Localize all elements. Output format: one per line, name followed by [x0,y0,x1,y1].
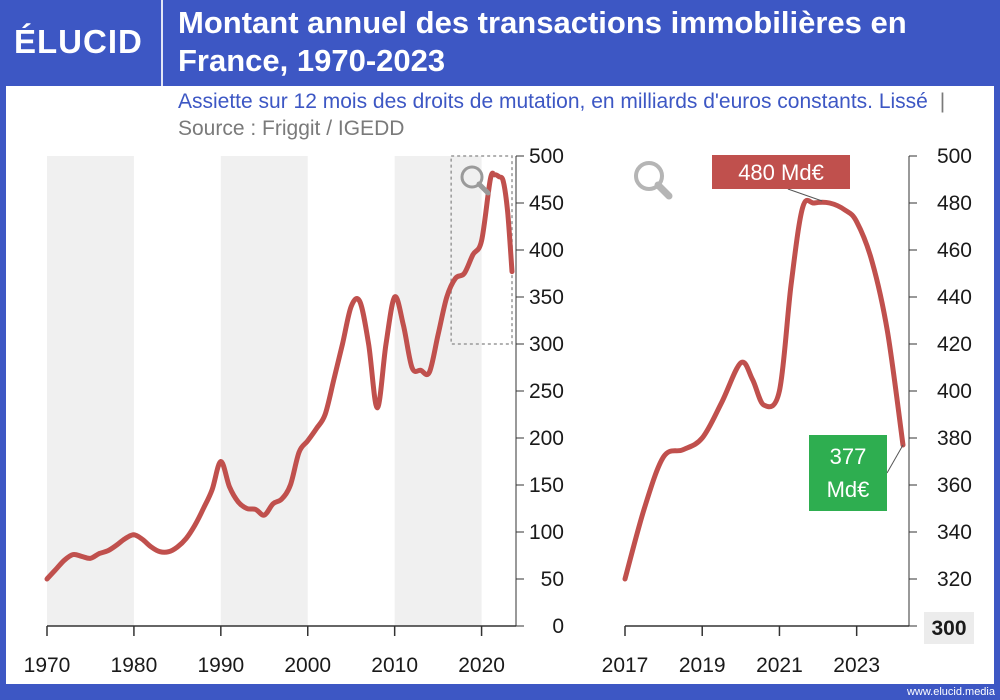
y-tick-label: 300 [931,617,966,640]
header-divider [161,0,163,86]
y-tick-label: 320 [937,568,972,591]
y-tick-label: 360 [937,474,972,497]
y-tick-label: 300 [529,333,564,356]
end-callout-label: 377 [830,444,867,469]
y-tick-label: 350 [529,286,564,309]
end-callout-leader [886,444,904,474]
y-tick-label: 100 [529,521,564,544]
y-tick-label: 50 [541,568,564,591]
end-callout-box [809,435,887,511]
x-tick-label: 2023 [833,654,880,677]
peak-callout-leader [787,188,823,202]
subtitle-text: Assiette sur 12 mois des droits de mutat… [178,90,928,113]
footer-url: www.elucid.media [906,686,995,698]
x-tick-label: 2000 [284,654,331,677]
zoom-box [450,155,513,345]
y-tick-label: 200 [529,427,564,450]
x-tick-label: 1970 [24,654,71,677]
y-tick-label: 500 [937,145,972,168]
source-text: Source : Friggit / IGEDD [178,117,405,140]
x-tick-label: 2019 [679,654,726,677]
header: ÉLUCID Montant annuel des transactions i… [0,0,1000,86]
y-tick-label: 500 [529,145,564,168]
magnifier-icon [634,161,673,200]
x-tick-label: 1980 [111,654,158,677]
y-tick-label: 250 [529,380,564,403]
y-tick-label: 400 [529,239,564,262]
chart-subtitle: Assiette sur 12 mois des droits de mutat… [178,88,978,142]
y-min-highlight [924,612,974,644]
y-tick-label: 440 [937,286,972,309]
brand-logo: ÉLUCID [14,23,143,60]
y-tick-label: 480 [937,192,972,215]
decade-shade [394,156,482,626]
y-tick-label: 0 [552,615,564,638]
x-tick-label: 2020 [458,654,505,677]
y-tick-label: 340 [937,521,972,544]
decade-shade [47,156,134,626]
x-tick-label: 2010 [371,654,418,677]
y-tick-label: 400 [937,380,972,403]
peak-callout-label: 480 Md€ [738,160,824,185]
x-tick-label: 1990 [197,654,244,677]
peak-callout-box [712,155,850,189]
x-tick-label: 2017 [602,654,649,677]
end-callout-label: Md€ [827,477,870,502]
chart-panel: Assiette sur 12 mois des droits de mutat… [6,86,994,684]
decade-shade [220,156,308,626]
y-tick-label: 380 [937,427,972,450]
y-tick-label: 150 [529,474,564,497]
chart-title: Montant annuel des transactions immobili… [178,5,907,78]
series-line [44,170,515,582]
charts-svg: 1970 1980 1990 2000 2010 2020 0 50 100 150 200 250 3… [24,145,974,677]
series-line [622,197,906,582]
magnifier-icon [460,165,491,196]
y-tick-label: 450 [529,192,564,215]
y-tick-label: 460 [937,239,972,262]
x-tick-label: 2021 [756,654,803,677]
subtitle-separator: | [939,90,946,113]
y-tick-label: 420 [937,333,972,356]
